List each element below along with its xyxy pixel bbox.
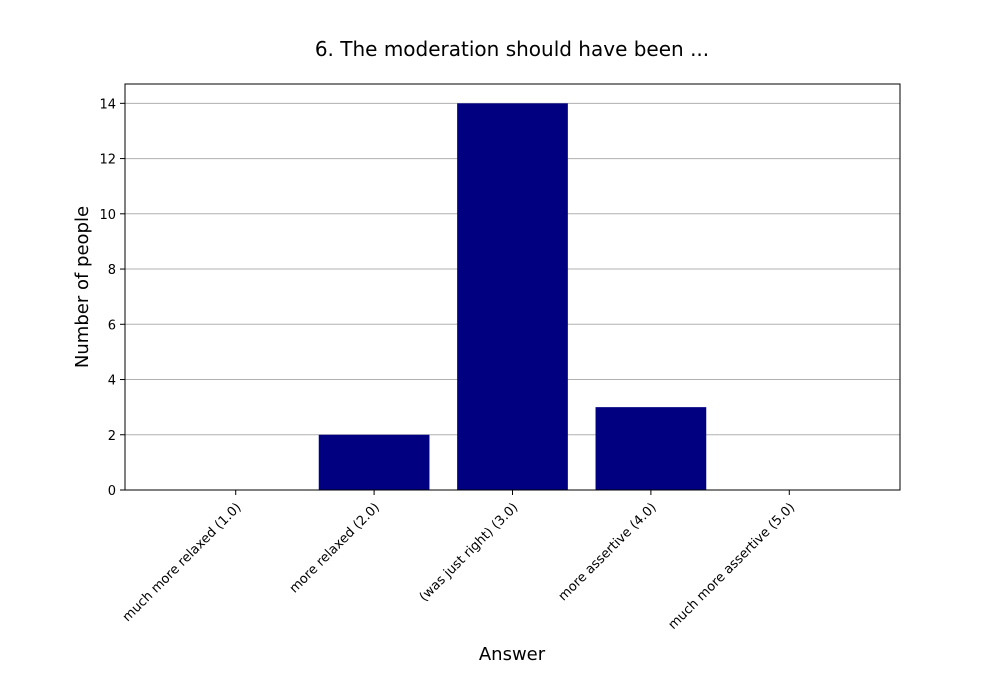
y-tick-label: 10 — [99, 208, 116, 223]
x-axis-ticks: much more relaxed (1.0) more relaxed (2.0… — [120, 490, 798, 633]
y-tick-label: 14 — [99, 97, 116, 112]
x-tick-label: more assertive (4.0) — [556, 500, 660, 604]
y-tick-label: 0 — [108, 484, 116, 499]
y-tick-label: 12 — [99, 153, 116, 168]
y-tick-label: 4 — [108, 374, 116, 389]
x-tick-label: much more assertive (5.0) — [666, 500, 799, 633]
y-axis-label: Number of people — [72, 206, 93, 368]
y-tick-label: 6 — [108, 318, 116, 333]
x-axis-label: Answer — [479, 644, 546, 665]
y-tick-label: 2 — [108, 429, 116, 444]
y-axis-ticks: 0 2 4 6 8 10 12 14 — [99, 97, 125, 499]
bar-2 — [318, 434, 430, 490]
x-tick-label: much more relaxed (1.0) — [120, 500, 245, 625]
y-tick-label: 8 — [108, 263, 116, 278]
bar-4 — [595, 407, 707, 490]
x-tick-label: more relaxed (2.0) — [287, 500, 383, 596]
x-tick-label: (was just right) (3.0) — [417, 500, 522, 605]
bar-3 — [457, 103, 568, 490]
bars — [318, 103, 707, 490]
chart-title: 6. The moderation should have been ... — [315, 37, 709, 61]
